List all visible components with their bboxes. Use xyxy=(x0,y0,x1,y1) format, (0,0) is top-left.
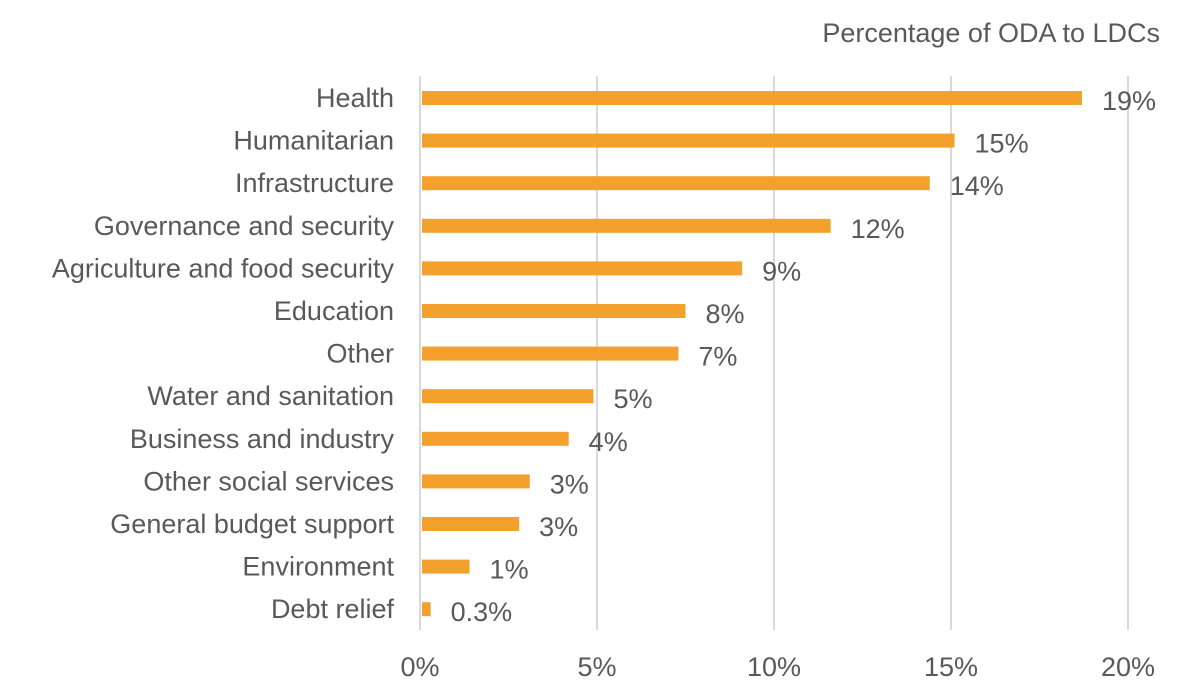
category-label: General budget support xyxy=(110,509,394,539)
bar xyxy=(422,304,686,318)
category-label: Business and industry xyxy=(130,424,395,454)
data-label: 1% xyxy=(490,555,529,585)
data-label: 15% xyxy=(975,129,1029,159)
category-labels: Health Humanitarian Infrastructure Governan… xyxy=(52,83,395,624)
bar xyxy=(422,261,743,276)
data-label: 0.3% xyxy=(451,597,513,627)
data-label: 3% xyxy=(550,469,589,499)
data-label: 14% xyxy=(950,171,1004,201)
category-label: Education xyxy=(274,296,394,326)
x-tick-label: 0% xyxy=(400,652,439,682)
bar xyxy=(422,218,831,233)
category-label: Infrastructure xyxy=(235,168,394,198)
category-label: Other social services xyxy=(143,466,394,496)
x-tick-label: 5% xyxy=(577,652,616,682)
category-label: Water and sanitation xyxy=(147,381,394,411)
chart-title: Percentage of ODA to LDCs xyxy=(822,18,1160,48)
x-tick-label: 20% xyxy=(1101,652,1155,682)
data-labels: 19%15%14%12%9%8%7%5%4%3%3%1%0.3% xyxy=(451,86,1156,627)
bar xyxy=(422,133,955,148)
bar xyxy=(422,517,520,531)
data-label: 7% xyxy=(698,342,737,372)
bars xyxy=(422,91,1082,617)
bar xyxy=(422,602,431,617)
data-label: 12% xyxy=(851,214,905,244)
data-label: 9% xyxy=(762,256,801,286)
category-label: Humanitarian xyxy=(233,126,394,156)
data-label: 8% xyxy=(706,299,745,329)
category-label: Agriculture and food security xyxy=(52,253,395,283)
bar xyxy=(422,559,470,574)
data-label: 3% xyxy=(539,512,578,542)
x-tick-label: 10% xyxy=(747,652,801,682)
category-label: Debt relief xyxy=(271,594,395,624)
x-tick-label: 15% xyxy=(924,652,978,682)
category-label: Governance and security xyxy=(94,211,395,241)
category-label: Other xyxy=(326,339,394,369)
category-label: Health xyxy=(316,83,394,113)
data-label: 19% xyxy=(1102,86,1156,116)
bar xyxy=(422,176,930,191)
data-label: 4% xyxy=(589,427,628,457)
category-label: Environment xyxy=(242,552,394,582)
bar xyxy=(422,431,569,446)
bar xyxy=(422,346,679,361)
data-label: 5% xyxy=(613,384,652,414)
bar xyxy=(422,474,530,489)
bar xyxy=(422,91,1082,105)
gridlines xyxy=(419,76,1129,630)
bar xyxy=(422,389,594,404)
x-axis-tick-labels: 0% 5% 10% 15% 20% xyxy=(400,652,1155,682)
